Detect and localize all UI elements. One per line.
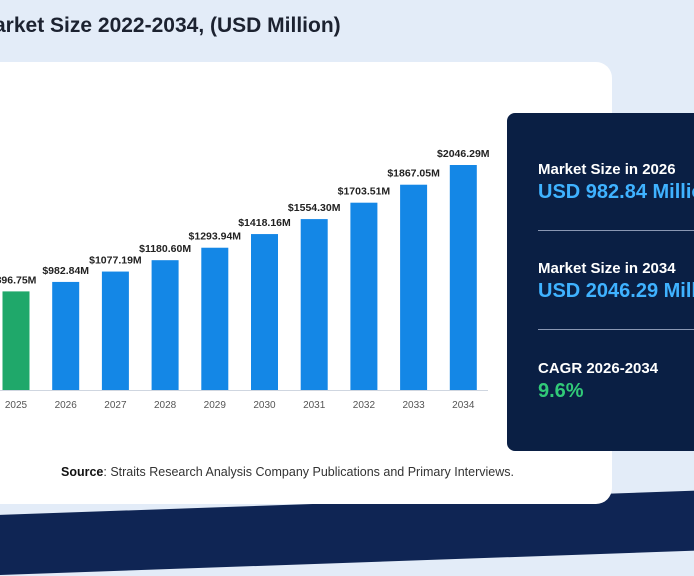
bar-chart: 896.75M 2025 $982.84M 2026 $1077.19M 2027 $118… xyxy=(0,148,490,411)
x-tick-label-2030: 2030 xyxy=(253,400,276,411)
bar-2025 xyxy=(2,291,30,390)
bar-2033 xyxy=(400,184,428,390)
source-note: Source: Straits Research Analysis Compan… xyxy=(61,465,514,479)
source-label: Source xyxy=(61,465,104,479)
bar-2034 xyxy=(449,165,477,390)
stat-divider xyxy=(538,230,694,231)
x-tick-label-2027: 2027 xyxy=(104,400,127,411)
stat-label: Market Size in 2034 xyxy=(538,260,676,277)
stats-panel: Market Size in 2026 USD 982.84 Million M… xyxy=(507,113,694,451)
data-label-2033: $1867.05M xyxy=(387,168,440,180)
data-label-2028: $1180.60M xyxy=(139,243,191,255)
bar-2030 xyxy=(251,234,278,390)
stat-label: Market Size in 2026 xyxy=(538,161,676,178)
stat-market-size-2034: Market Size in 2034 USD 2046.29 Million xyxy=(538,260,694,303)
bar-2031 xyxy=(300,219,328,390)
stat-label: CAGR 2026-2034 xyxy=(538,360,659,377)
stat-value: USD 2046.29 Million xyxy=(538,280,694,302)
data-label-2025: 896.75M xyxy=(0,274,37,286)
data-label-2030: $1418.16M xyxy=(238,217,291,229)
bar-2026 xyxy=(52,281,80,390)
source-text: : Straits Research Analysis Company Publ… xyxy=(103,465,514,479)
bar-2029 xyxy=(201,247,229,390)
data-label-2034: $2046.29M xyxy=(437,148,490,160)
stat-divider xyxy=(538,329,694,330)
stat-value: 9.6% xyxy=(538,380,584,402)
data-label-2029: $1293.94M xyxy=(189,231,242,243)
x-tick-label-2028: 2028 xyxy=(154,400,177,411)
x-tick-label-2033: 2033 xyxy=(402,400,425,411)
chart-title: arket Size 2022-2034, (USD Million) xyxy=(0,14,341,37)
bar-2032 xyxy=(350,202,378,390)
stat-cagr: CAGR 2026-2034 9.6% xyxy=(538,360,658,403)
x-tick-label-2031: 2031 xyxy=(303,400,326,411)
bar-2027 xyxy=(101,271,129,390)
bar-2028 xyxy=(151,260,179,390)
data-label-2032: $1703.51M xyxy=(338,186,391,198)
x-tick-label-2029: 2029 xyxy=(204,400,227,411)
x-tick-label-2034: 2034 xyxy=(452,400,475,411)
data-label-2031: $1554.30M xyxy=(288,202,341,214)
x-tick-label-2025: 2025 xyxy=(5,400,28,411)
data-label-2026: $982.84M xyxy=(42,265,89,277)
data-label-2027: $1077.19M xyxy=(89,255,142,267)
x-tick-label-2026: 2026 xyxy=(55,400,78,411)
stat-market-size-2026: Market Size in 2026 USD 982.84 Million xyxy=(538,161,694,204)
x-tick-label-2032: 2032 xyxy=(353,400,376,411)
stat-value: USD 982.84 Million xyxy=(538,181,694,203)
